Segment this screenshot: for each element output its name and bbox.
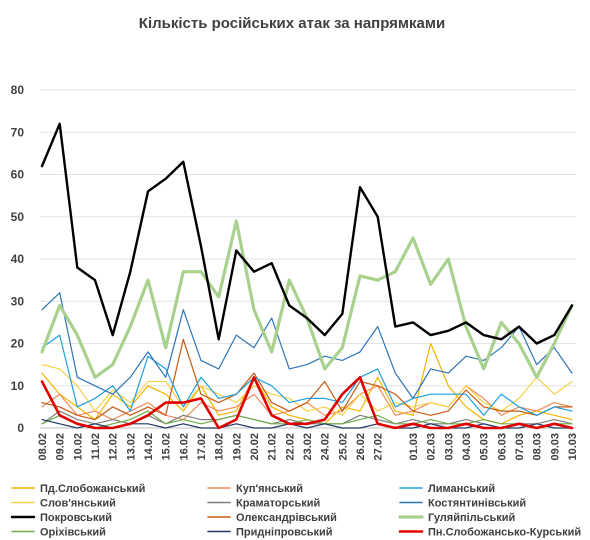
x-tick-label: 24.02 [320,433,332,461]
y-tick-label: 30 [11,294,25,308]
x-tick-label: 05.03 [479,433,491,461]
x-tick-label: 21.02 [267,433,279,461]
x-tick-label: 14.02 [143,433,155,461]
x-tick-label: 10.02 [72,433,84,461]
legend-entry-label: Краматорський [236,498,320,510]
legend-entry-label: Костянтинівський [428,498,526,510]
x-tick-label: 19.02 [231,433,243,461]
gridlines [40,89,576,429]
x-tick-label: 09.03 [549,433,561,461]
series-line-12 [40,375,574,430]
legend-entry-label: Пд.Слобожанський [40,483,145,495]
series-line-7 [40,122,574,345]
y-tick-label: 10 [11,379,25,393]
legend-entry-label: Придніпровський [236,527,333,539]
x-tick-label: 20.02 [249,433,261,461]
series-line-4 [41,364,573,416]
legend-entry-label: Пн.Слобожансько-Курський [428,527,581,539]
x-tick-label: 15.02 [161,433,173,461]
legend: Пд.Слобожанський Куп'янський Лиманський Сло… [10,483,581,539]
series-line-6 [41,292,573,399]
x-tick-label: 07.03 [514,433,526,461]
x-tick-label: 11.02 [90,433,102,460]
x-tick-label: 22.02 [284,433,296,461]
y-tick-label: 80 [11,83,25,97]
legend-entry-label: Куп'янський [236,483,303,495]
series-line-10 [41,410,573,429]
x-tick-label: 08.02 [37,433,49,461]
x-tick-label: 10.03 [567,433,579,461]
series-lines [40,122,574,430]
series-line-3 [41,334,573,416]
legend-entry-label: Гуляйпільський [428,512,515,524]
y-tick-label: 70 [11,125,25,139]
x-tick-label: 23.02 [302,433,314,461]
y-tick-label: 0 [17,421,24,435]
x-tick-label: 17.02 [196,433,208,461]
x-tick-label: 16.02 [178,433,190,461]
chart-title: Кількість російських атак за напрямками [139,15,445,32]
y-tick-label: 50 [11,210,25,224]
x-tick-label: 26.02 [355,433,367,461]
x-tick-label: 03.03 [443,433,455,461]
x-tick-label: 13.02 [125,433,137,461]
x-tick-label: 09.02 [55,433,67,461]
series-line-8 [41,338,573,421]
legend-entry-label: Оріхівський [40,527,106,539]
y-tick-label: 20 [11,337,25,351]
legend-entry-label: Олександрівський [236,512,337,524]
x-tick-label: 08.03 [532,433,544,461]
x-tick-label: 06.03 [496,433,508,461]
x-tick-label: 02.03 [426,433,438,461]
legend-entry-label: Лиманський [428,483,495,495]
x-tick-label: 01.03 [408,433,420,461]
legend-entry-label: Покровський [40,512,112,524]
x-tick-label: 12.02 [108,433,120,461]
y-axis-ticks: 0 10 20 30 40 50 60 70 80 [11,83,25,435]
y-tick-label: 60 [11,168,25,182]
x-tick-label: 18.02 [214,433,226,461]
y-tick-label: 40 [11,252,25,266]
x-axis-ticks: 08.02 09.02 10.02 11.02 12.02 13.02 14.02 15.02… [37,433,579,461]
x-tick-label: 27.02 [373,433,385,461]
x-tick-label: 25.02 [337,433,349,461]
legend-entry-label: Слов'янський [40,498,116,510]
x-tick-label: 04.03 [461,433,473,461]
